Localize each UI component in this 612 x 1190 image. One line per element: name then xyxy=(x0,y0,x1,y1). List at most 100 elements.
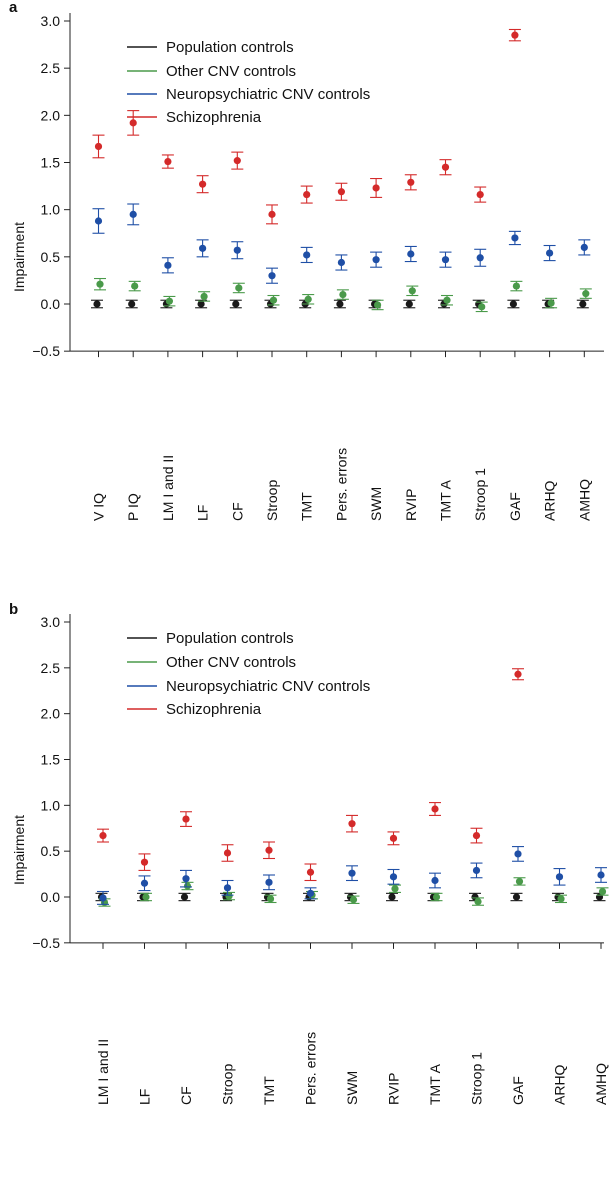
y-tick-label: 2.0 xyxy=(41,706,61,722)
data-point xyxy=(405,300,413,308)
y-tick-label: 1.0 xyxy=(41,797,61,813)
data-point xyxy=(142,893,150,901)
data-point xyxy=(337,258,345,267)
data-point xyxy=(339,290,347,299)
x-tick-label: P IQ xyxy=(125,493,141,521)
data-point xyxy=(306,889,315,897)
x-tick-label: GAF xyxy=(507,492,523,521)
series-neuropsychiatric-cnv-controls xyxy=(97,846,607,905)
data-point xyxy=(349,896,358,904)
data-point xyxy=(182,815,190,823)
x-tick-label: ARHQ xyxy=(542,480,558,521)
data-point xyxy=(372,184,380,192)
data-point xyxy=(269,296,278,304)
x-tick-label: LF xyxy=(137,1089,153,1105)
data-point xyxy=(515,877,524,886)
x-tick-label: TMT A xyxy=(427,1063,443,1105)
data-point xyxy=(408,287,416,295)
x-tick-label: AMHQ xyxy=(593,1063,609,1105)
data-point xyxy=(131,282,139,290)
series-schizophrenia xyxy=(97,668,524,882)
data-point xyxy=(129,210,137,218)
y-tick-label: 0.0 xyxy=(41,889,61,905)
data-point xyxy=(304,295,312,303)
y-tick-label: 3.0 xyxy=(41,614,61,630)
panel-b: b 3.0 2.5 2.0 1.5 1.0 0.5 0.0 −0.5 Impairment LM I… xyxy=(9,601,609,1105)
legend-label: Population controls xyxy=(166,39,294,56)
legend-label: Schizophrenia xyxy=(166,109,262,126)
y-tick-label: −0.5 xyxy=(32,935,60,951)
data-point xyxy=(93,300,101,308)
data-point xyxy=(336,300,344,308)
y-tick-label: 3.0 xyxy=(41,13,61,29)
data-point xyxy=(407,250,415,258)
x-tick-label: V IQ xyxy=(91,493,107,521)
data-point xyxy=(443,296,451,304)
legend-label: Schizophrenia xyxy=(166,701,262,718)
data-point xyxy=(407,178,415,186)
data-point xyxy=(580,243,588,251)
x-tick-label: Pers. errors xyxy=(303,1032,319,1105)
data-point xyxy=(266,895,275,903)
x-tick-label: TMT xyxy=(261,1076,277,1105)
data-point xyxy=(597,871,605,879)
y-tick-label: −0.5 xyxy=(32,343,60,359)
data-point xyxy=(348,820,356,828)
x-tick-label: SWM xyxy=(344,1071,360,1105)
data-point xyxy=(579,300,587,308)
data-point xyxy=(96,280,104,288)
data-point xyxy=(223,884,232,892)
x-tick-label: Stroop xyxy=(264,480,280,521)
data-point xyxy=(233,157,241,165)
data-point xyxy=(180,893,189,901)
data-point xyxy=(582,290,590,298)
x-tick-label: TMT xyxy=(299,492,315,521)
y-tick-label: 1.5 xyxy=(41,752,61,768)
data-point xyxy=(199,244,207,252)
data-point xyxy=(512,893,521,901)
legend-label: Other CNV controls xyxy=(166,654,296,671)
data-point xyxy=(509,300,517,308)
data-point xyxy=(235,284,243,292)
x-tick-label: RVIP xyxy=(403,489,419,521)
data-point xyxy=(268,272,276,280)
legend-label: Population controls xyxy=(166,630,294,647)
x-tick-label: Stroop 1 xyxy=(472,468,488,521)
legend-label: Neuropsychiatric CNV controls xyxy=(166,86,370,103)
data-point xyxy=(512,282,521,290)
data-point xyxy=(388,893,396,901)
data-point xyxy=(233,246,241,254)
x-tick-label: Pers. errors xyxy=(333,448,349,521)
data-point xyxy=(268,210,276,218)
data-point xyxy=(182,875,190,883)
x-tick-label: CF xyxy=(178,1086,194,1105)
data-point xyxy=(337,188,345,196)
data-point xyxy=(183,882,192,890)
data-point xyxy=(306,868,315,876)
panel-label: a xyxy=(9,0,18,16)
data-point xyxy=(431,876,439,885)
data-point xyxy=(441,256,450,264)
data-point xyxy=(431,805,439,813)
data-point xyxy=(389,834,398,842)
data-point xyxy=(128,300,136,308)
y-tick-label: 2.5 xyxy=(41,60,61,76)
data-point xyxy=(514,850,522,858)
data-point xyxy=(199,180,207,188)
data-point xyxy=(555,873,564,881)
data-point xyxy=(265,878,273,886)
data-point xyxy=(303,251,311,259)
data-point xyxy=(165,297,173,305)
panel-label: b xyxy=(9,601,18,618)
data-point xyxy=(197,300,205,308)
data-point xyxy=(557,895,565,903)
data-point xyxy=(472,866,481,875)
x-tick-label: CF xyxy=(229,502,245,521)
x-tick-label: GAF xyxy=(510,1076,526,1105)
x-tick-label: RVIP xyxy=(386,1073,402,1105)
data-point xyxy=(164,261,172,269)
data-point xyxy=(441,163,450,171)
data-point xyxy=(99,831,107,840)
series-other-cnv-controls xyxy=(94,277,592,313)
